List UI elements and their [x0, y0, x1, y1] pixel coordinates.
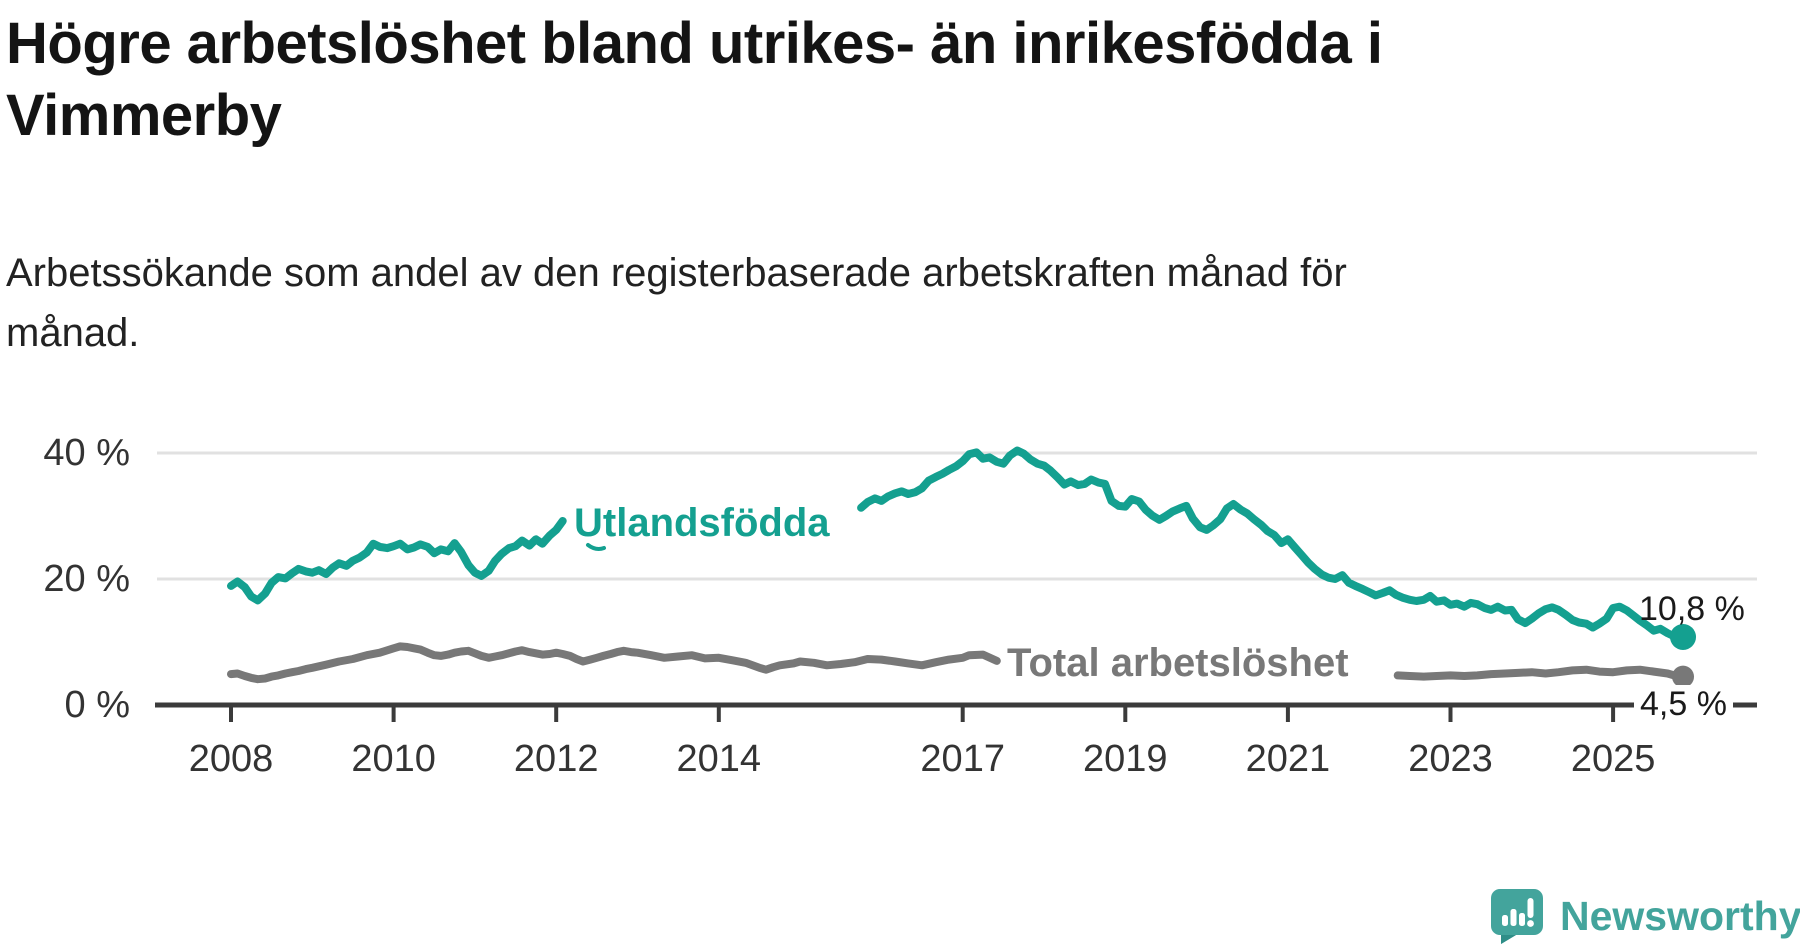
- y-tick-label: 40 %: [43, 432, 130, 474]
- series-label-total: Total arbetslöshet: [1007, 641, 1349, 685]
- x-tick-label: 2023: [1408, 738, 1493, 780]
- end-value-utlandsfodda: 10,8 %: [1639, 590, 1745, 628]
- series-line-1: [1393, 665, 1687, 681]
- series-line-1: [227, 642, 1001, 684]
- series-line-0: [857, 446, 1687, 641]
- x-tick-label: 2010: [351, 738, 436, 780]
- series-label-utlandsfodda: Utlandsfödda: [574, 501, 830, 545]
- series-end-dot-0: [1670, 623, 1697, 650]
- x-tick-label: 2021: [1246, 738, 1331, 780]
- x-tick-label: 2025: [1571, 738, 1656, 780]
- series-line-0: [227, 517, 567, 605]
- logo-wordmark: Newsworthy: [1560, 892, 1800, 939]
- end-value-total: 4,5 %: [1634, 685, 1733, 724]
- x-tick-label: 2017: [920, 738, 1005, 780]
- series-end-dot-1: [1672, 665, 1695, 688]
- x-tick-label: 2014: [677, 738, 762, 780]
- page-title: Högre arbetslöshet bland utrikes- än inr…: [6, 11, 1383, 148]
- chart-subtitle: Arbetssökande som andel av den registerb…: [6, 251, 1347, 355]
- newsworthy-logo: Newsworthy: [1490, 888, 1800, 944]
- x-tick-label: 2019: [1083, 738, 1168, 780]
- y-tick-label: 20 %: [43, 558, 130, 600]
- label-pointer-mark: [586, 543, 606, 551]
- x-tick-label: 2012: [514, 738, 599, 780]
- x-tick-label: 2008: [189, 738, 274, 780]
- newsworthy-speech-bubble-bar-chart-icon: [1491, 889, 1543, 944]
- y-tick-label: 0 %: [65, 684, 130, 726]
